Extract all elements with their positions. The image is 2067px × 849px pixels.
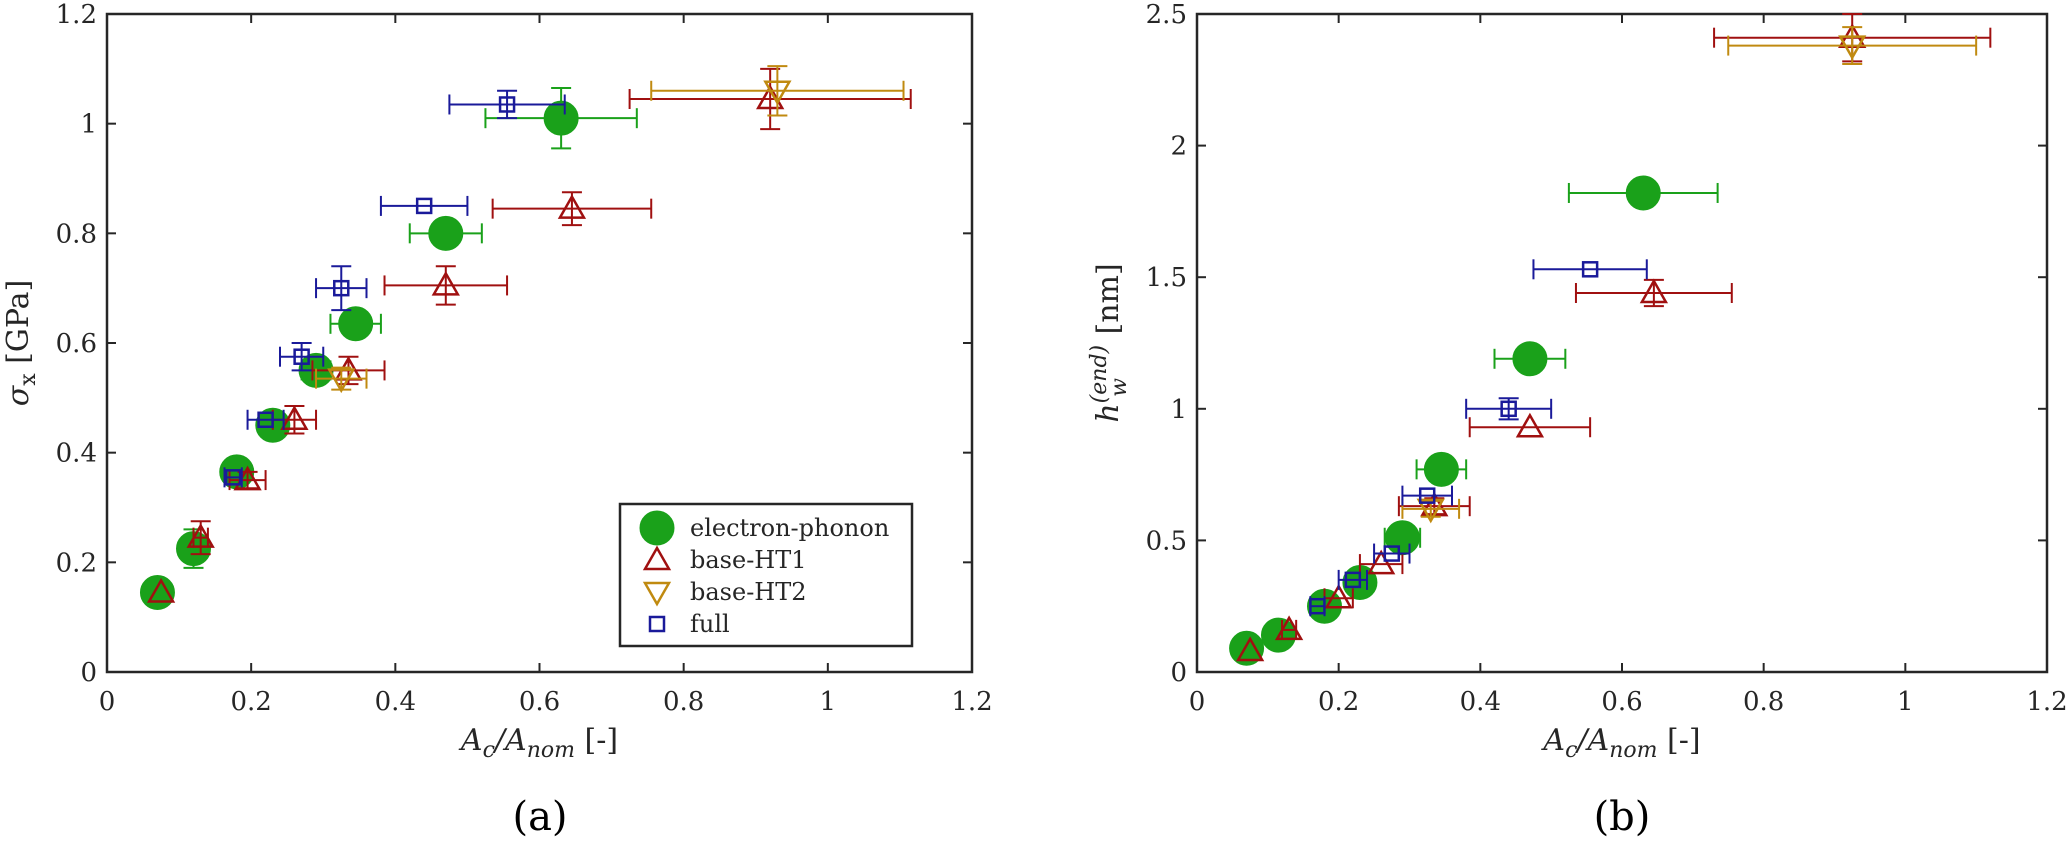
legend-entry: base-HT1 <box>690 546 807 574</box>
legend-marker <box>648 615 666 633</box>
data-point <box>1423 451 1459 487</box>
legend-marker <box>642 545 672 571</box>
legend-marker <box>639 510 675 546</box>
legend-entry: electron-phonon <box>690 514 889 542</box>
data-point <box>1515 412 1545 438</box>
x-tick-label: 1.2 <box>951 687 992 717</box>
x-tick-label: 0.4 <box>375 687 416 717</box>
data-point <box>1500 400 1517 418</box>
data-point <box>327 368 356 394</box>
legend-marker <box>642 581 672 607</box>
data-point <box>146 577 176 603</box>
y-tick-label: 0.4 <box>56 439 97 469</box>
data-point <box>415 197 433 215</box>
data-point <box>186 523 215 548</box>
y-tick-label: 1 <box>80 110 97 140</box>
panel-a-chart: 0 0.2 0.4 0.6 0.8 1 1.2 0 0.2 0.4 0.6 0.8 1 1.2 Ac/Ano… <box>1 0 993 840</box>
x-tick-label: 0 <box>99 687 116 717</box>
data-point <box>428 215 464 251</box>
axes-frame <box>1195 12 2049 674</box>
data-point <box>1416 498 1445 524</box>
data-point <box>1581 261 1599 278</box>
data-point <box>1324 583 1353 609</box>
data-point <box>257 411 274 429</box>
data-point <box>431 270 460 296</box>
x-tick-label: 0.8 <box>663 687 704 717</box>
y-tick-label: 2 <box>1170 132 1187 162</box>
data-point <box>763 80 792 106</box>
legend-entry: full <box>690 610 730 638</box>
x-axis-label: Ac/Anom [-] <box>458 723 618 763</box>
x-tick-label: 0.2 <box>1318 687 1359 717</box>
series-electron-phonon <box>1229 175 1719 666</box>
data-point <box>280 405 309 431</box>
data-point <box>557 194 587 219</box>
y-tick-label: 0 <box>1170 658 1187 688</box>
data-point <box>1418 487 1436 504</box>
data-point <box>1274 615 1304 641</box>
data-point <box>1384 520 1420 556</box>
data-point <box>756 84 785 110</box>
series-base-HT2 <box>315 65 905 394</box>
panel-label: (a) <box>512 794 567 840</box>
legend: electron-phonon base-HT1 base-HT2 full <box>618 502 914 648</box>
y-tick-label: 0.6 <box>56 329 97 359</box>
panel-label: (b) <box>1594 794 1651 840</box>
x-tick-label: 1 <box>1897 687 1914 717</box>
x-tick-label: 0.8 <box>1743 687 1784 717</box>
data-point <box>1512 341 1548 377</box>
data-point <box>1639 278 1669 304</box>
series-full <box>1309 259 1648 617</box>
data-point <box>1235 636 1265 662</box>
data-point <box>1229 630 1265 666</box>
data-point <box>1344 571 1362 589</box>
y-axis-label: σx [GPa] <box>1 280 41 407</box>
y-tick-label: 0.2 <box>56 548 97 578</box>
series-full <box>223 89 566 488</box>
data-point <box>1625 175 1661 211</box>
data-point <box>1367 549 1396 575</box>
x-tick-label: 0.6 <box>519 687 560 717</box>
x-tick-label: 0 <box>1189 687 1206 717</box>
data-point <box>543 100 579 136</box>
data-point <box>498 96 516 113</box>
y-tick-label: 2.5 <box>1146 0 1187 30</box>
panel-b-chart: 0 0.2 0.4 0.6 0.8 1 1.2 0 0.5 1 1.5 2 2.5 Ac/Anom [-]… <box>1087 0 2067 840</box>
x-tick-label: 0.4 <box>1460 687 1501 717</box>
data-point <box>333 279 350 297</box>
x-tick-label: 1 <box>820 687 837 717</box>
data-point <box>1838 35 1867 61</box>
x-tick-label: 0.6 <box>1601 687 1642 717</box>
y-tick-label: 0 <box>80 658 97 688</box>
y-tick-label: 1.2 <box>56 0 97 30</box>
x-tick-label: 0.2 <box>230 687 271 717</box>
y-tick-label: 0.5 <box>1146 526 1187 556</box>
y-tick-label: 1 <box>1170 395 1187 425</box>
x-axis-label: Ac/Anom [-] <box>1540 723 1700 763</box>
data-point <box>1383 545 1401 562</box>
y-axis-label: h(end)w [nm] <box>1087 263 1132 422</box>
y-tick-label: 1.5 <box>1146 263 1187 293</box>
series-base-HT2 <box>1401 26 1978 524</box>
data-point <box>338 306 374 342</box>
y-tick-label: 0.8 <box>56 219 97 249</box>
legend-entry: base-HT2 <box>690 578 807 606</box>
data-point <box>224 469 242 486</box>
data-point <box>293 348 310 365</box>
x-tick-label: 1.2 <box>2026 687 2067 717</box>
data-point <box>1309 597 1326 615</box>
